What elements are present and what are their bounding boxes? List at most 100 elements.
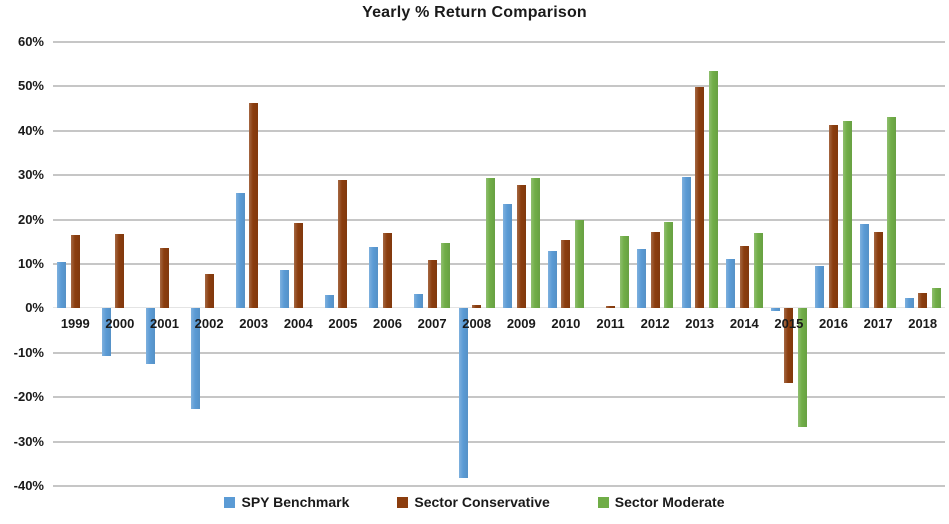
bar-shade: [681, 176, 691, 309]
bar-shade: [530, 178, 540, 309]
legend-label: Sector Conservative: [414, 494, 550, 510]
gridline--10: [53, 351, 945, 354]
bar-shade: [798, 308, 808, 428]
gridline-0: [53, 307, 945, 309]
bar-2017-sector-moderate: [887, 116, 897, 309]
bar-2016-sector-conservative: [829, 125, 838, 309]
bar-2002-sector-conservative: [204, 273, 214, 309]
bar-shade: [829, 125, 838, 309]
y-tick-label: -30%: [13, 433, 44, 449]
bar-2005-spy-benchmark: [324, 295, 334, 309]
x-tick-label-2013: 2013: [685, 316, 715, 332]
y-tick-label: 10%: [17, 256, 44, 271]
bar-2015-sector-conservative: [784, 308, 794, 384]
legend: SPY Benchmark Sector Conservative Sector…: [0, 494, 949, 510]
bar-shade: [918, 293, 928, 309]
bar-2012-sector-conservative: [650, 232, 660, 309]
x-tick-label-2006: 2006: [373, 316, 402, 332]
bar-shade: [115, 233, 125, 309]
bar-shade: [904, 297, 914, 309]
y-tick-label: 0%: [25, 300, 44, 316]
bar-2015-spy-benchmark: [770, 308, 780, 312]
x-tick-label-2014: 2014: [729, 316, 759, 332]
bar-shade: [101, 308, 111, 356]
bar-shade: [146, 308, 156, 365]
bar-2014-sector-conservative: [739, 245, 749, 309]
bar-2007-sector-conservative: [427, 260, 437, 309]
x-tick-label-2015: 2015: [774, 316, 804, 332]
bar-shade: [636, 248, 646, 309]
bar-2003-sector-conservative: [249, 102, 259, 309]
bar-shade: [753, 233, 763, 309]
gridline-60: [53, 41, 945, 43]
bar-2018-spy-benchmark: [904, 297, 914, 309]
bar-shade: [441, 243, 451, 309]
bar-2012-sector-moderate: [664, 222, 674, 309]
x-tick-label-2002: 2002: [194, 316, 224, 332]
gridline-20: [53, 218, 945, 221]
y-tick-label: 60%: [17, 34, 44, 49]
x-tick-label-2012: 2012: [640, 316, 670, 332]
bar-1999-sector-conservative: [70, 235, 80, 309]
bar-2018-sector-moderate: [931, 287, 941, 309]
gridline--20: [53, 396, 945, 399]
bar-shade: [664, 222, 674, 309]
bar-shade: [383, 233, 392, 309]
bar-shade: [369, 247, 379, 309]
bar-shade: [575, 220, 585, 309]
bar-shade: [235, 192, 245, 309]
bar-shade: [650, 232, 660, 309]
bar-2008-spy-benchmark: [458, 308, 468, 478]
x-tick-label-2007: 2007: [417, 316, 447, 332]
bar-2012-spy-benchmark: [636, 248, 646, 309]
bar-2009-spy-benchmark: [503, 203, 513, 309]
bar-2006-sector-conservative: [383, 233, 392, 309]
bar-shade: [547, 250, 557, 309]
bar-2011-sector-conservative: [606, 305, 615, 309]
bar-shade: [190, 308, 200, 410]
bar-shade: [726, 258, 736, 309]
gridline--40: [53, 485, 945, 487]
legend-item-spy-benchmark: SPY Benchmark: [224, 494, 349, 510]
bar-shade: [695, 87, 705, 309]
bar-shade: [413, 294, 423, 309]
sector-moderate-swatch-icon: [597, 496, 609, 508]
y-tick-label: -10%: [13, 344, 44, 360]
bar-shade: [516, 184, 526, 309]
legend-item-sector-conservative: Sector Conservative: [397, 494, 550, 510]
x-tick-label-2004: 2004: [283, 316, 313, 332]
bar-2009-sector-moderate: [530, 178, 540, 309]
bar-2000-sector-conservative: [115, 233, 125, 309]
bar-2013-sector-moderate: [708, 71, 718, 309]
bar-shade: [842, 121, 852, 309]
bar-2006-spy-benchmark: [369, 247, 379, 309]
bar-shade: [739, 245, 749, 309]
gridline-50: [53, 85, 945, 88]
bar-shade: [619, 235, 629, 309]
x-tick-label-1999: 1999: [60, 316, 90, 332]
chart-title: Yearly % Return Comparison: [362, 4, 587, 21]
bar-shade: [606, 305, 615, 309]
bar-2004-sector-conservative: [293, 223, 303, 309]
bar-shade: [784, 308, 794, 384]
bar-shade: [503, 203, 513, 309]
bar-2014-sector-moderate: [753, 233, 763, 309]
bar-shade: [873, 232, 883, 309]
bar-2004-spy-benchmark: [280, 270, 290, 309]
bar-2014-spy-benchmark: [726, 258, 736, 309]
bar-2017-sector-conservative: [873, 232, 883, 309]
bar-shade: [338, 180, 348, 309]
legend-label: Sector Moderate: [614, 494, 725, 510]
bar-shade: [160, 248, 169, 309]
gridline-30: [53, 174, 945, 177]
x-tick-label-2018: 2018: [908, 316, 938, 332]
bar-shade: [770, 308, 780, 312]
x-tick-label-2009: 2009: [506, 316, 536, 332]
bar-shade: [887, 116, 897, 309]
bar-shade: [458, 308, 468, 478]
x-tick-label-2017: 2017: [863, 316, 893, 332]
y-tick-label: -40%: [13, 478, 44, 493]
bar-shade: [427, 260, 437, 309]
bar-2013-spy-benchmark: [681, 176, 691, 309]
